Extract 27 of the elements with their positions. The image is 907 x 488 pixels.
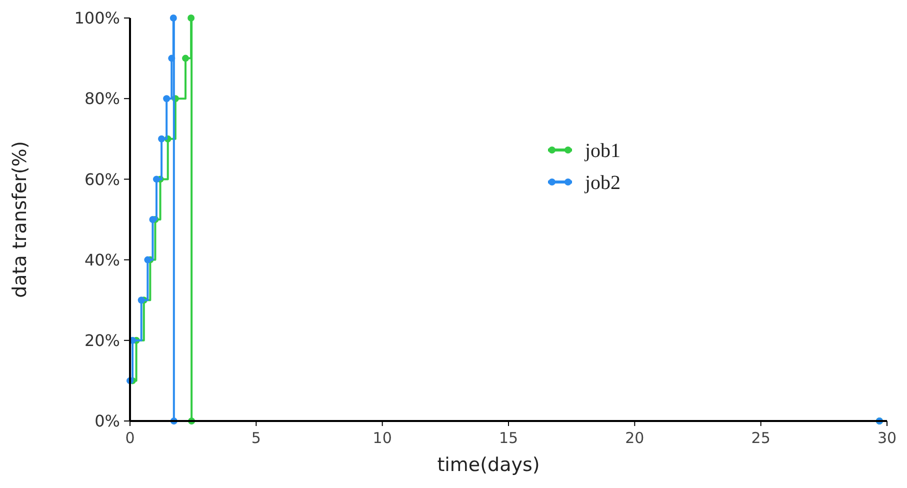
- x-tick-label: 5: [251, 429, 261, 447]
- y-tick-label: 80%: [84, 89, 120, 108]
- point: [182, 54, 190, 62]
- point: [144, 256, 152, 264]
- x-tick-label: 25: [751, 429, 770, 447]
- y-tick-label: 60%: [84, 170, 120, 189]
- point: [138, 296, 145, 304]
- y-tick-label: 0%: [94, 412, 120, 431]
- y-tick-label: 20%: [84, 331, 120, 350]
- point: [158, 135, 166, 142]
- x-tick-label: 20: [625, 429, 644, 447]
- x-axis-title: time(days): [437, 454, 540, 476]
- point: [188, 14, 195, 22]
- point: [170, 14, 177, 22]
- x-tick-label: 30: [877, 429, 897, 447]
- legend-label: job1: [584, 140, 621, 162]
- legend-label: job2: [584, 172, 621, 194]
- y-tick-label: 100%: [74, 8, 120, 28]
- x-tick-label: 0: [125, 429, 135, 447]
- x-tick-label: 10: [372, 429, 392, 447]
- point: [163, 95, 170, 102]
- x-tick-label: 15: [498, 429, 518, 447]
- y-tick-label: 40%: [84, 250, 120, 270]
- y-axis-title: data transfer(%): [9, 141, 31, 298]
- point: [149, 216, 156, 223]
- point: [152, 176, 160, 183]
- point: [168, 54, 176, 62]
